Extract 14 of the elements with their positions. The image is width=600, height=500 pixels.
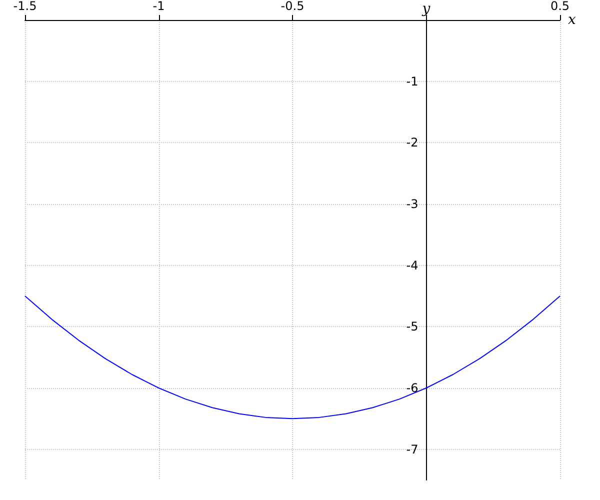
y-tick-label: -6 [406,381,418,395]
line-series [24,296,560,420]
x-tick-label: -0.5 [280,0,304,13]
y-tick-label: -7 [406,442,418,456]
y-tick-label: -2 [406,136,418,150]
y-tick-label: -5 [406,320,418,334]
y-tick-label: -3 [406,197,418,211]
x-tick-label: -1 [152,0,165,13]
x-axis-title: x [568,12,576,28]
x-tick-label: 0.5 [550,0,570,13]
y-axis-title: y [421,1,432,17]
y-tick-label: -1 [406,74,418,88]
y-tick-label: -4 [406,258,418,272]
x-tick-label: -1.5 [13,0,37,13]
